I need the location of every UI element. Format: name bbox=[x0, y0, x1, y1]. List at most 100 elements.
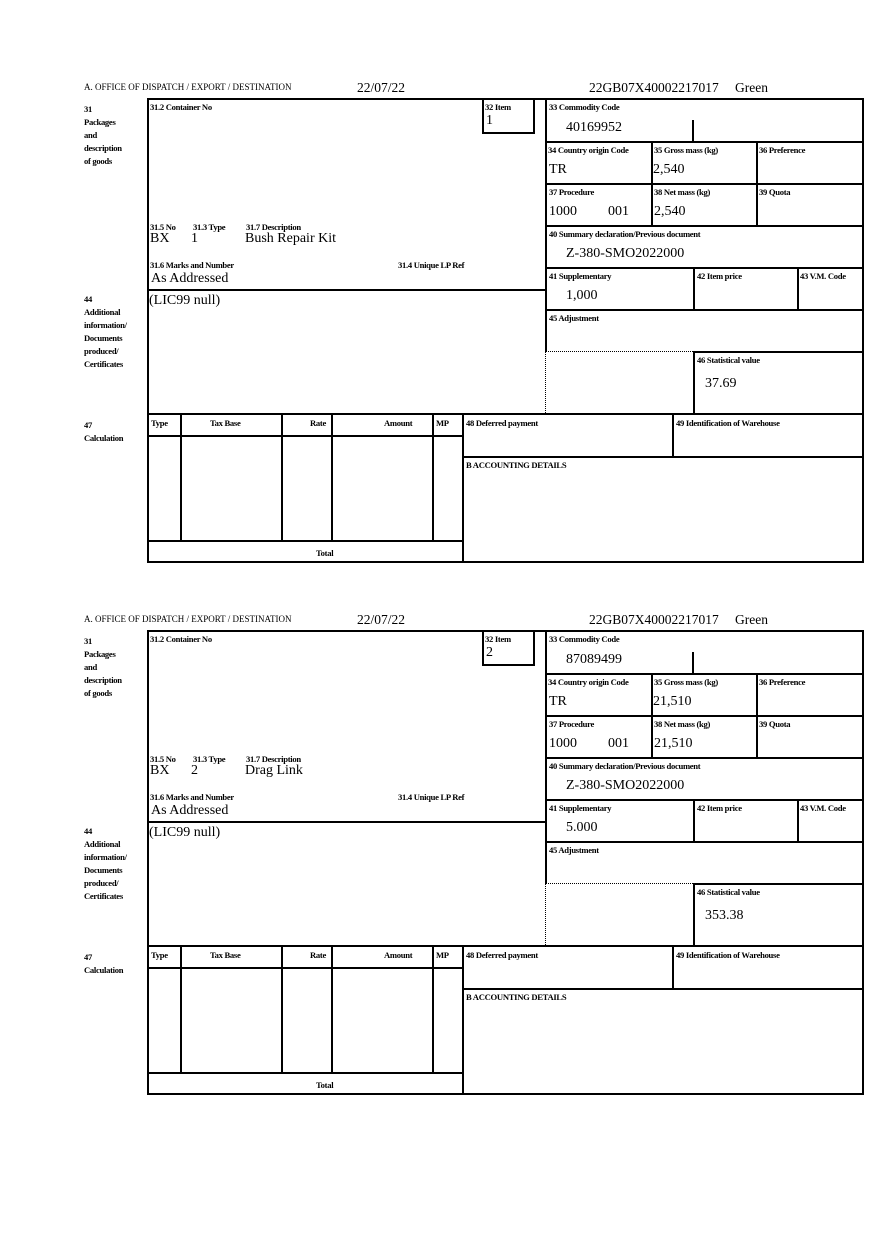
summary-declaration-label: 40 Summary declaration/Previous document bbox=[549, 229, 701, 239]
adjustment-label: 45 Adjustment bbox=[549, 845, 599, 855]
total-label: Total bbox=[316, 548, 334, 558]
accounting-details-label: B ACCOUNTING DETAILS bbox=[466, 460, 567, 470]
rule-horizontal bbox=[482, 132, 535, 134]
package-count: 2 bbox=[191, 763, 198, 778]
description-label: 31.7 Description bbox=[246, 222, 301, 232]
net-mass-value: 2,540 bbox=[654, 204, 686, 219]
rule-vertical bbox=[651, 141, 653, 225]
unique-lp-ref-label: 31.4 Unique LP Ref bbox=[398, 260, 465, 270]
rule-vertical bbox=[533, 630, 535, 665]
net-mass-label: 38 Net mass (kg) bbox=[654, 187, 711, 197]
rule-horizontal bbox=[545, 141, 864, 143]
item-label: 32 Item bbox=[485, 102, 511, 112]
calc-tax-base-header: Tax Base bbox=[210, 950, 241, 960]
statistical-value-label: 46 Statistical value bbox=[697, 355, 760, 365]
packages-label: 31 Packages and description of goods bbox=[84, 104, 122, 166]
rule-vertical bbox=[693, 799, 695, 841]
calc-amount-header: Amount bbox=[384, 418, 413, 428]
dotted-rule-vertical bbox=[545, 351, 546, 413]
procedure-additional-value: 001 bbox=[608, 736, 629, 751]
statistical-value-label: 46 Statistical value bbox=[697, 887, 760, 897]
goods-description: Bush Repair Kit bbox=[245, 231, 336, 246]
procedure-additional-value: 001 bbox=[608, 204, 629, 219]
rule-vertical bbox=[281, 945, 283, 1072]
rule-vertical bbox=[692, 120, 694, 141]
rule-horizontal bbox=[147, 98, 864, 100]
rule-vertical bbox=[482, 630, 484, 665]
calc-type-header: Type bbox=[151, 418, 168, 428]
rule-vertical bbox=[756, 141, 758, 225]
vm-code-label: 43 V.M. Code bbox=[800, 803, 846, 813]
unique-lp-ref-label: 31.4 Unique LP Ref bbox=[398, 792, 465, 802]
country-origin-label: 34 Country origin Code bbox=[548, 145, 629, 155]
supplementary-label: 41 Supplementary bbox=[549, 271, 612, 281]
calc-rate-header: Rate bbox=[310, 950, 326, 960]
rule-vertical bbox=[331, 413, 333, 540]
rule-horizontal bbox=[693, 883, 864, 885]
rule-vertical bbox=[180, 413, 182, 540]
adjustment-label: 45 Adjustment bbox=[549, 313, 599, 323]
rule-horizontal bbox=[545, 225, 864, 227]
package-kind: BX bbox=[150, 763, 170, 778]
item-price-label: 42 Item price bbox=[697, 803, 742, 813]
rule-horizontal bbox=[147, 630, 864, 632]
commodity-code-value: 40169952 bbox=[566, 120, 622, 135]
rule-vertical bbox=[693, 267, 695, 309]
rule-vertical bbox=[545, 630, 547, 883]
additional-info-label: 44 Additional information/ Documents pro… bbox=[84, 294, 127, 369]
rule-horizontal bbox=[545, 799, 864, 801]
supplementary-value: 5.000 bbox=[566, 820, 598, 835]
rule-horizontal bbox=[147, 821, 547, 823]
additional-info-label: 44 Additional information/ Documents pro… bbox=[84, 826, 127, 901]
rule-vertical bbox=[281, 413, 283, 540]
accounting-details-label: B ACCOUNTING DETAILS bbox=[466, 992, 567, 1002]
rule-horizontal bbox=[147, 945, 864, 947]
summary-declaration-value: Z-380-SMO2022000 bbox=[566, 246, 685, 261]
rule-horizontal bbox=[545, 841, 864, 843]
rule-horizontal bbox=[147, 413, 864, 415]
gross-mass-value: 2,540 bbox=[653, 162, 685, 177]
vm-code-label: 43 V.M. Code bbox=[800, 271, 846, 281]
commodity-code-label: 33 Commodity Code bbox=[549, 634, 620, 644]
item-label: 32 Item bbox=[485, 634, 511, 644]
rule-vertical bbox=[862, 630, 864, 1094]
rule-vertical bbox=[672, 945, 674, 988]
rule-vertical bbox=[482, 98, 484, 133]
item-number: 1 bbox=[486, 113, 493, 128]
no-label: 31.5 No bbox=[150, 222, 176, 232]
description-label: 31.7 Description bbox=[246, 754, 301, 764]
rule-horizontal bbox=[545, 715, 864, 717]
rule-vertical bbox=[180, 945, 182, 1072]
preference-label: 36 Preference bbox=[759, 145, 806, 155]
rule-horizontal bbox=[147, 540, 464, 542]
declaration-date: 22/07/22 bbox=[357, 80, 406, 95]
rule-horizontal bbox=[147, 967, 464, 969]
supplementary-value: 1,000 bbox=[566, 288, 598, 303]
rule-vertical bbox=[432, 413, 434, 540]
rule-horizontal bbox=[693, 351, 864, 353]
net-mass-label: 38 Net mass (kg) bbox=[654, 719, 711, 729]
rule-vertical bbox=[147, 630, 149, 1094]
additional-info-value: (LIC99 null) bbox=[149, 293, 221, 308]
rule-vertical bbox=[533, 98, 535, 133]
gross-mass-label: 35 Gross mass (kg) bbox=[654, 677, 718, 687]
rule-vertical bbox=[693, 883, 695, 945]
calc-amount-header: Amount bbox=[384, 950, 413, 960]
total-label: Total bbox=[316, 1080, 334, 1090]
rule-horizontal bbox=[147, 435, 464, 437]
rule-vertical bbox=[797, 799, 799, 841]
supplementary-label: 41 Supplementary bbox=[549, 803, 612, 813]
deferred-payment-label: 48 Deferred payment bbox=[466, 950, 538, 960]
rule-vertical bbox=[862, 98, 864, 562]
rule-horizontal bbox=[462, 988, 864, 990]
rule-vertical bbox=[331, 945, 333, 1072]
rule-horizontal bbox=[147, 1072, 464, 1074]
calculation-label: 47 Calculation bbox=[84, 420, 124, 443]
gross-mass-label: 35 Gross mass (kg) bbox=[654, 145, 718, 155]
declaration-reference: 22GB07X40002217017 bbox=[589, 612, 719, 627]
summary-declaration-value: Z-380-SMO2022000 bbox=[566, 778, 685, 793]
rule-horizontal bbox=[545, 183, 864, 185]
no-label: 31.5 No bbox=[150, 754, 176, 764]
packages-label: 31 Packages and description of goods bbox=[84, 636, 122, 698]
calc-type-header: Type bbox=[151, 950, 168, 960]
